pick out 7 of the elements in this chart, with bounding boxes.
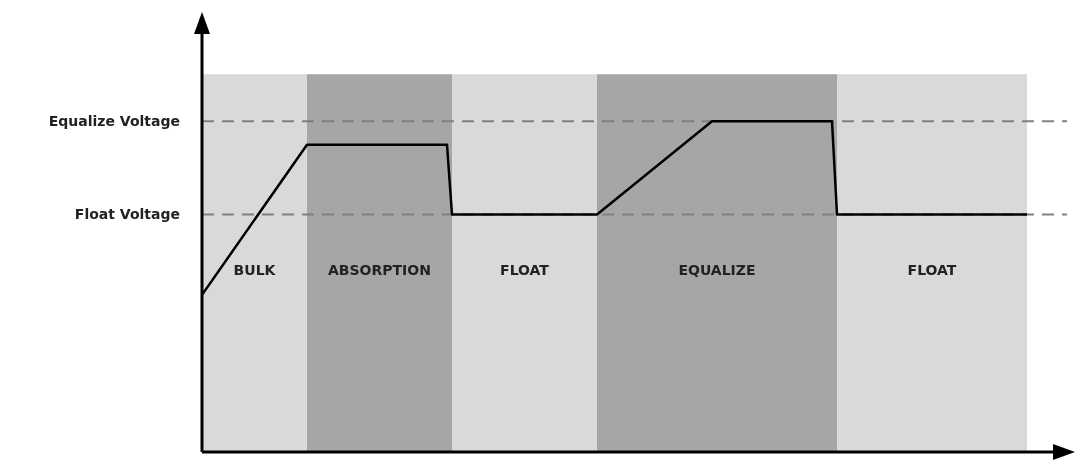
ref-line-label: Equalize Voltage [48, 113, 180, 130]
annotation: EQUALIZE [678, 262, 756, 279]
ref-line-label: Float Voltage [74, 206, 180, 223]
annotation: BULK [233, 262, 277, 279]
annotation: ABSORPTION [328, 262, 431, 279]
annotation: FLOAT [500, 262, 550, 279]
annotation: FLOAT [907, 262, 957, 279]
